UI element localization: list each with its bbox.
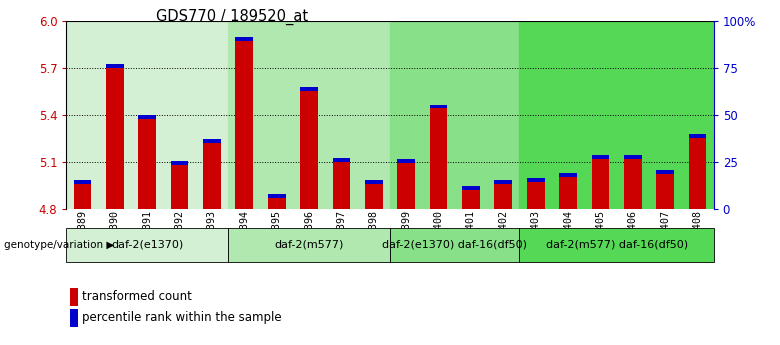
Bar [559,174,577,177]
Bar [624,159,642,209]
Bar [69,309,78,327]
Bar [66,228,229,262]
Bar [229,228,390,262]
Bar [106,64,124,68]
Bar [591,159,609,209]
Bar [559,177,577,209]
Bar [236,41,254,209]
Bar [519,228,714,262]
Bar [519,21,714,209]
Bar [66,21,229,209]
Bar [390,21,519,209]
Bar [591,155,609,159]
Text: transformed count: transformed count [83,290,193,303]
Bar [171,165,189,209]
Bar [300,91,318,209]
Text: GDS770 / 189520_at: GDS770 / 189520_at [156,9,308,25]
Bar [73,184,91,209]
Bar [138,116,156,119]
Bar [332,162,350,209]
Text: daf-2(e1370): daf-2(e1370) [111,240,183,250]
Bar [430,108,448,209]
Bar [656,174,674,209]
Bar [365,180,383,184]
Text: daf-2(e1370) daf-16(df50): daf-2(e1370) daf-16(df50) [382,240,527,250]
Bar [203,143,221,209]
Bar [624,155,642,159]
Bar [462,190,480,209]
Bar [171,161,189,165]
Bar [203,139,221,143]
Bar [656,170,674,174]
Text: daf-2(m577): daf-2(m577) [275,240,344,250]
Bar [268,198,285,209]
Bar [495,184,512,209]
Bar [332,158,350,162]
Bar [689,134,707,138]
Bar [495,180,512,184]
Bar [689,138,707,209]
Bar [73,180,91,184]
Bar [526,178,544,182]
Text: percentile rank within the sample: percentile rank within the sample [83,311,282,324]
Bar [430,105,448,108]
Bar [390,228,519,262]
Bar [462,186,480,190]
Bar [526,182,544,209]
Bar [397,163,415,209]
Bar [236,37,254,41]
Bar [300,87,318,91]
Text: daf-2(m577) daf-16(df50): daf-2(m577) daf-16(df50) [545,240,688,250]
Bar [397,159,415,163]
Bar [268,194,285,198]
Bar [138,119,156,209]
Bar [106,68,124,209]
Bar [365,184,383,209]
Text: genotype/variation ▶: genotype/variation ▶ [4,240,115,250]
Bar [69,288,78,306]
Bar [229,21,390,209]
